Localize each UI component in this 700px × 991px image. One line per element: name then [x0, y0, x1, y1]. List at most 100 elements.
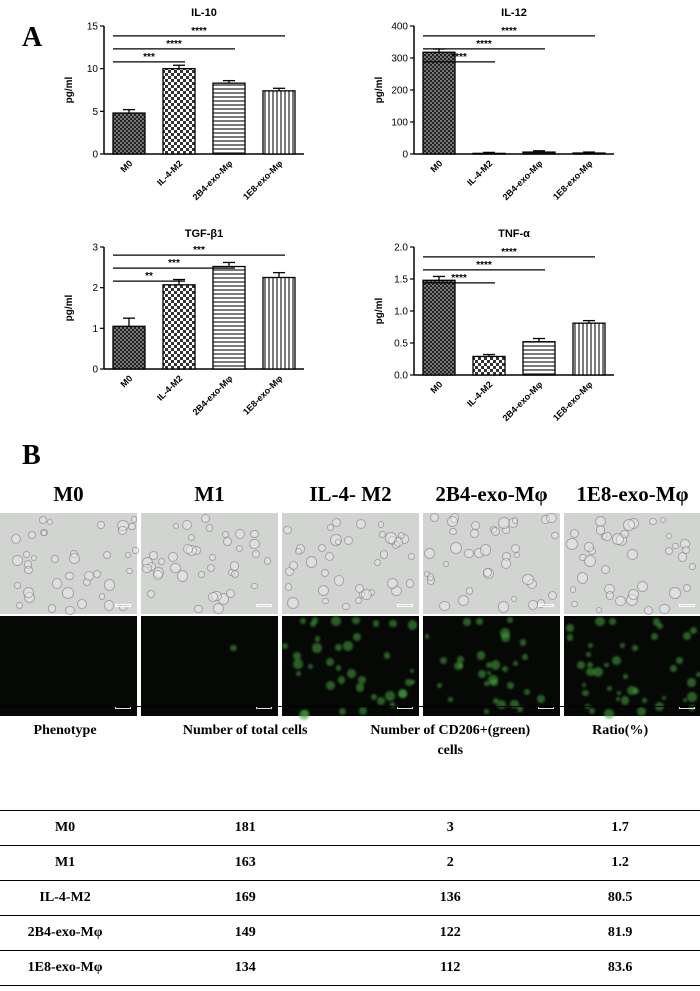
table-header-cell: Phenotype — [33, 723, 97, 738]
cell — [500, 632, 510, 642]
cell — [354, 583, 365, 594]
cell — [681, 546, 690, 555]
table-cell: 83.6 — [607, 960, 633, 975]
cell — [521, 654, 528, 661]
x-tick-label: 2B4-exo-Mφ — [191, 158, 235, 202]
cell — [337, 676, 346, 684]
bar — [572, 322, 606, 376]
cell — [408, 620, 418, 630]
cell — [501, 665, 509, 673]
cell — [206, 564, 215, 573]
cell — [604, 709, 614, 719]
cell — [627, 685, 637, 695]
y-tick-label: 10 — [87, 64, 99, 75]
table-cell: M0 — [54, 820, 76, 835]
scale-bar — [256, 604, 272, 607]
cell — [426, 573, 435, 581]
scale-bar — [538, 706, 554, 709]
cell — [424, 548, 436, 560]
cell — [51, 578, 62, 589]
cell — [263, 557, 272, 565]
cell — [187, 533, 195, 541]
cell — [183, 543, 194, 555]
cell — [581, 682, 586, 687]
cell — [584, 703, 590, 709]
y-tick-label: 2 — [92, 283, 98, 294]
cell — [393, 537, 404, 547]
cell — [519, 639, 527, 646]
panel-label-b: B — [22, 440, 41, 471]
bar — [262, 90, 296, 155]
cell — [103, 579, 115, 591]
cell — [682, 697, 687, 702]
table-cell: 169 — [234, 890, 256, 905]
cell — [550, 531, 559, 540]
table-header-cell: Number of CD206+(green) cells — [360, 707, 540, 811]
cell — [689, 705, 695, 711]
cell — [637, 581, 649, 593]
cell — [587, 642, 594, 649]
cell — [615, 595, 626, 607]
cell — [608, 618, 616, 625]
cell — [676, 656, 684, 665]
cell — [661, 695, 666, 700]
cell — [338, 707, 346, 715]
y-tick-label: 0.0 — [394, 371, 408, 382]
condition-label: 2B4-exo-Mφ — [435, 482, 548, 506]
cell — [483, 680, 490, 687]
cell — [571, 601, 578, 608]
x-tick-label: 1E8-exo-Mφ — [241, 158, 285, 202]
cell — [577, 661, 586, 670]
cell — [569, 528, 580, 539]
cell — [379, 550, 388, 559]
cell — [305, 556, 317, 568]
table-header-text: Number of total cells — [182, 723, 308, 738]
cell — [588, 707, 596, 714]
cell — [331, 616, 342, 626]
cell — [77, 598, 87, 609]
cell — [377, 520, 385, 528]
cell — [359, 707, 368, 716]
table-cell: 149 — [234, 925, 256, 940]
cell — [600, 565, 610, 575]
cell — [40, 530, 47, 537]
cell — [478, 669, 487, 678]
y-tick-label: 200 — [391, 86, 408, 97]
cd206-summary-table: Phenotype Number of total cells Number o… — [0, 706, 700, 986]
cell — [92, 570, 101, 579]
table-cell: M1 — [54, 855, 76, 870]
bar — [262, 276, 296, 370]
cell — [669, 587, 681, 599]
cell — [457, 662, 464, 669]
x-tick-label: 1E8-exo-Mφ — [551, 158, 595, 202]
cell — [607, 685, 612, 691]
cell — [200, 514, 211, 524]
significance-label: *** — [193, 245, 205, 256]
x-tick-label: IL-4-M2 — [155, 158, 184, 187]
panel-label-a: A — [22, 22, 43, 53]
cell — [410, 669, 415, 674]
cell — [612, 655, 622, 665]
cell — [172, 522, 180, 529]
cell — [623, 519, 635, 531]
cell — [373, 558, 382, 567]
cell — [457, 594, 470, 607]
cell — [61, 587, 74, 599]
cell — [620, 643, 625, 648]
x-tick-label: IL-4-M2 — [465, 158, 494, 187]
scale-bar — [256, 706, 272, 709]
y-axis-label: pg/ml — [374, 297, 385, 324]
cell — [351, 616, 360, 625]
cell — [585, 651, 592, 658]
cell — [665, 532, 672, 539]
scale-bar — [538, 604, 554, 607]
cell — [695, 672, 700, 678]
cell — [208, 591, 218, 602]
table-row: 2B4-exo-Mφ 149 122 81.9 — [0, 915, 700, 951]
cell — [23, 587, 34, 599]
scale-bar — [679, 706, 695, 709]
cell — [436, 682, 443, 688]
cell — [205, 524, 214, 533]
cell — [410, 679, 416, 685]
cell — [423, 571, 431, 578]
